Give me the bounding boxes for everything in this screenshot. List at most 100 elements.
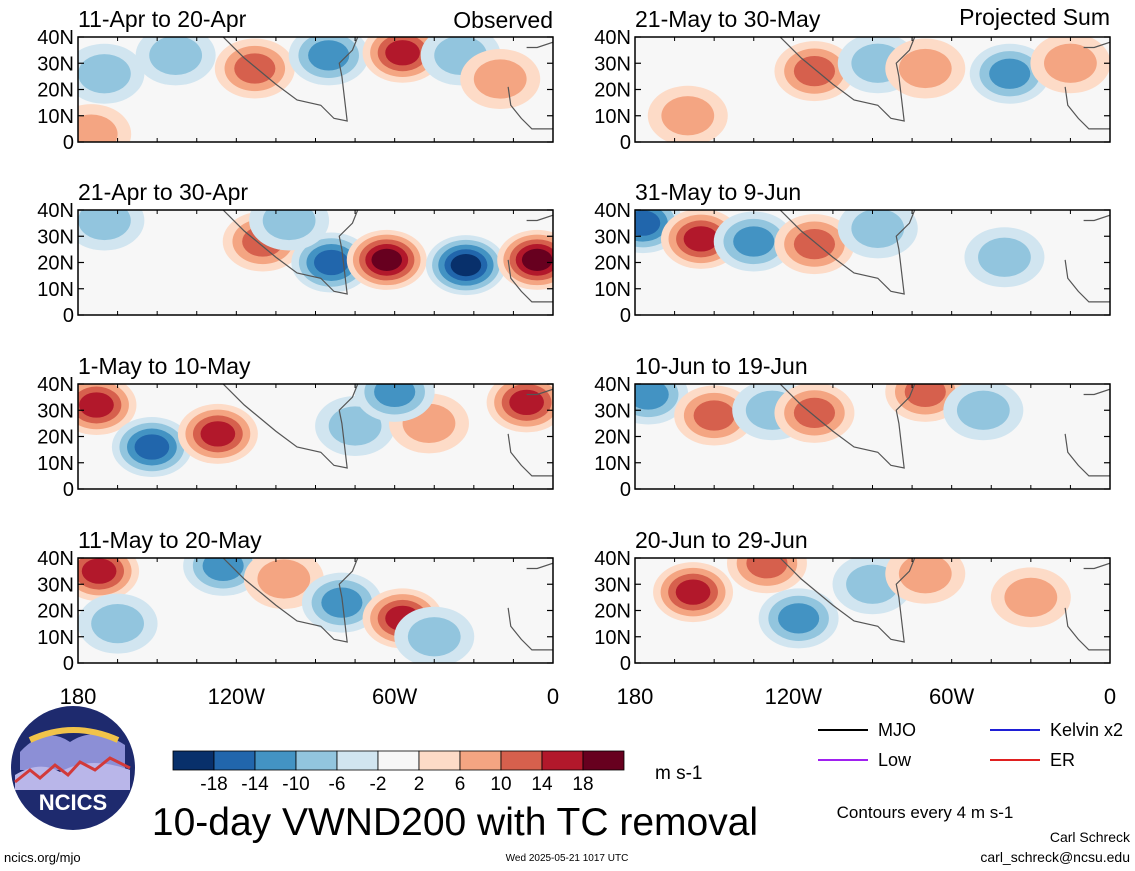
y-tick-label: 30N [594, 226, 631, 248]
site-url: ncics.org/mjo [4, 850, 81, 865]
timestamp: Wed 2025-05-21 1017 UTC [506, 853, 629, 864]
y-tick-label: 10N [594, 453, 631, 475]
coastline-iberia [526, 388, 553, 396]
colorbar-cell [459, 750, 502, 771]
y-tick-label: 40N [594, 374, 631, 396]
anomaly-contour [78, 54, 131, 94]
y-tick-label: 0 [63, 132, 74, 154]
logo-mountains [20, 734, 125, 770]
y-tick-label: 30N [37, 574, 74, 596]
anomaly-contour [91, 604, 144, 644]
coastline-iberia [526, 562, 553, 570]
y-tick-label: 40N [594, 548, 631, 570]
coastline-iberia [1083, 41, 1110, 49]
colorbar-tick-label: -10 [282, 774, 309, 795]
y-tick-label: 30N [594, 53, 631, 75]
anomaly-contour [978, 237, 1031, 277]
anomaly-contour [793, 397, 836, 429]
anomaly-contour [1004, 577, 1058, 617]
y-tick-label: 10N [594, 279, 631, 301]
y-tick-label: 20N [594, 80, 631, 102]
map-panel: 11-May to 20-May 0 10N 20N 30N 40N [37, 527, 554, 675]
colorbar-cell [541, 750, 584, 771]
anomaly-contour [904, 384, 946, 408]
coastline-africa [1064, 259, 1110, 303]
line-legend: MJO Kelvin x2 Low ER [818, 720, 1123, 770]
panel-date-range: 10-Jun to 19-Jun [635, 353, 808, 379]
panel-date-range: 21-May to 30-May [635, 6, 821, 32]
map-panel: 1-May to 10-May 0 10N 20N 30N 40N [37, 353, 554, 501]
anomaly-field [635, 210, 1110, 303]
x-tick-label: 120W [208, 684, 266, 709]
x-tick-label: 180 [617, 684, 654, 709]
map-panel: 21-Apr to 30-Apr 0 10N 20N 30N 40N [37, 179, 554, 327]
projected-label: Projected Sum [959, 4, 1110, 30]
panel-date-range: 31-May to 9-Jun [635, 179, 801, 205]
x-axis-tick-labels: 180 120W 60W 0 180 120W 60W 0 [60, 684, 1116, 709]
colorbar-tick-label: 6 [455, 774, 466, 795]
coastline-africa [507, 259, 553, 303]
y-tick-label: 20N [594, 601, 631, 623]
x-tick-label: 0 [1104, 684, 1116, 709]
y-tick-label: 10N [37, 106, 74, 128]
x-tick-label: 60W [372, 684, 417, 709]
anomaly-contour [371, 248, 403, 271]
anomaly-contour [635, 210, 661, 236]
colorbar-tick-label: -18 [200, 774, 227, 795]
y-tick-label: 10N [594, 106, 631, 128]
colorbar-tick-label: 18 [572, 774, 593, 795]
colorbar-cell [418, 750, 461, 771]
coastline-americas [222, 37, 359, 122]
x-tick-label: 0 [547, 684, 559, 709]
y-tick-label: 10N [594, 627, 631, 649]
y-tick-label: 20N [594, 427, 631, 449]
map-panel: 21-May to 30-May 0 10N 20N 30N 40N [594, 6, 1111, 154]
panel-date-range: 1-May to 10-May [78, 353, 251, 379]
anomaly-field [78, 210, 553, 303]
colorbar-tick-label: 14 [531, 774, 553, 795]
anomaly-contour [733, 226, 775, 257]
y-tick-label: 0 [620, 653, 631, 675]
y-tick-label: 40N [594, 27, 631, 49]
logo-line [14, 756, 131, 784]
colorbar-cell [336, 750, 379, 771]
y-tick-label: 40N [37, 374, 74, 396]
anomaly-contour [134, 434, 170, 460]
anomaly-contour [149, 37, 203, 75]
y-tick-label: 30N [37, 53, 74, 75]
author-email: carl_schreck@ncsu.edu [980, 849, 1130, 865]
map-panel: 20-Jun to 29-Jun 0 10N 20N 30N 40N [594, 527, 1111, 675]
y-tick-label: 0 [620, 479, 631, 501]
anomaly-contour [793, 55, 836, 87]
anomaly-contour [898, 558, 952, 594]
anomaly-contour [509, 389, 544, 416]
coastline-americas [779, 210, 916, 295]
anomaly-contour [257, 559, 311, 599]
anomaly-contour [683, 226, 719, 252]
y-tick-label: 30N [37, 226, 74, 248]
ncics-logo: NCICS [11, 706, 135, 830]
coastline-africa [1064, 433, 1110, 477]
figure-title: 10-day VWND200 with TC removal [152, 801, 758, 844]
anomaly-contour [898, 48, 952, 89]
y-tick-label: 20N [37, 80, 74, 102]
legend-label: ER [1050, 750, 1075, 770]
colorbar-cell [172, 750, 215, 771]
colorbar-cell [582, 750, 625, 771]
author-name: Carl Schreck [1050, 829, 1131, 845]
anomaly-contour [328, 406, 382, 446]
map-panel: 11-Apr to 20-Apr 0 10N 20N 30N 40N [37, 6, 554, 154]
y-tick-label: 30N [594, 400, 631, 422]
anomaly-field [78, 558, 553, 663]
coastline-africa [1064, 607, 1110, 651]
legend-label: Kelvin x2 [1050, 720, 1123, 740]
y-tick-label: 20N [37, 601, 74, 623]
observed-label: Observed [453, 7, 553, 33]
y-tick-label: 40N [37, 200, 74, 222]
coastline-africa [1064, 86, 1110, 130]
anomaly-contour [746, 558, 788, 579]
y-tick-label: 10N [37, 627, 74, 649]
anomaly-contour [473, 59, 527, 99]
anomaly-contour [851, 210, 905, 248]
legend-label: Low [878, 750, 912, 770]
